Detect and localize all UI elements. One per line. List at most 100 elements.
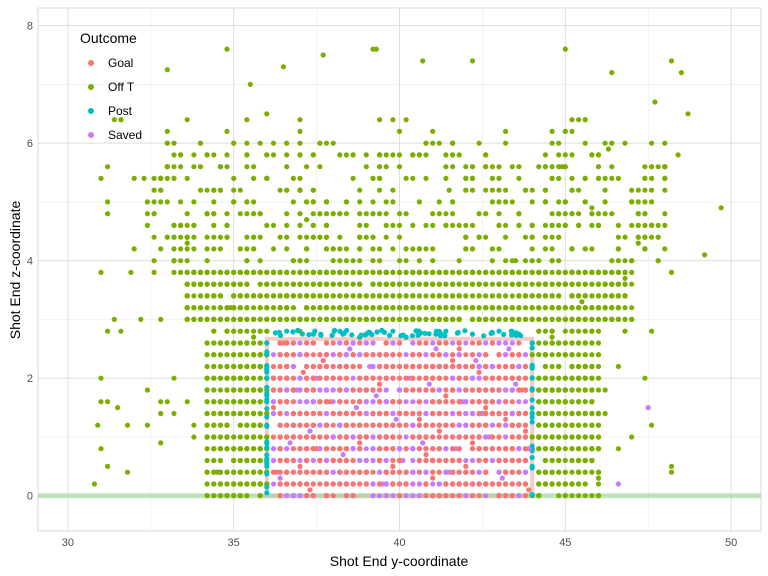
point-off-t (264, 305, 270, 311)
point-off-t (569, 363, 575, 370)
point-off-t (576, 422, 582, 428)
point-off-t (595, 305, 602, 311)
point-saved (463, 493, 469, 499)
point-goal (317, 375, 323, 381)
point-off-t (556, 387, 562, 393)
point-off-t (244, 234, 250, 240)
point-saved (317, 422, 323, 428)
point-off-t (217, 434, 223, 440)
point-off-t (443, 269, 449, 275)
point-off-t (516, 269, 522, 275)
point-off-t (450, 199, 456, 205)
point-off-t (615, 269, 622, 275)
point-off-t (556, 258, 562, 264)
point-off-t (542, 469, 549, 475)
point-off-t (589, 211, 595, 217)
point-off-t (403, 293, 409, 299)
point-off-t (337, 152, 343, 158)
point-off-t (257, 269, 263, 275)
point-off-t (164, 234, 170, 240)
point-off-t (595, 387, 602, 393)
point-off-t (184, 258, 190, 264)
point-goal (476, 422, 482, 428)
point-off-t (350, 258, 356, 264)
point-off-t (595, 211, 602, 217)
point-off-t (244, 387, 250, 393)
point-off-t (536, 352, 542, 358)
point-off-t (436, 281, 442, 287)
point-off-t (556, 481, 562, 487)
point-off-t (423, 246, 429, 252)
point-off-t (576, 446, 582, 452)
point-saved (423, 399, 429, 405)
point-off-t (589, 152, 595, 158)
point-off-t (390, 281, 396, 287)
point-off-t (642, 222, 648, 228)
point-off-t (549, 246, 555, 252)
point-off-t (602, 269, 608, 275)
point-post (516, 331, 522, 337)
point-off-t (649, 187, 655, 193)
point-off-t (171, 222, 177, 228)
point-off-t (668, 463, 675, 469)
point-goal (503, 493, 509, 499)
point-off-t (224, 363, 230, 370)
point-off-t (317, 140, 323, 146)
point-saved (363, 410, 369, 417)
point-off-t (244, 481, 250, 487)
point-off-t (443, 222, 449, 228)
point-off-t (337, 293, 343, 299)
point-off-t (649, 222, 655, 228)
point-off-t (191, 222, 197, 228)
point-off-t (383, 152, 389, 158)
point-off-t (244, 269, 250, 275)
point-off-t (297, 211, 303, 217)
point-off-t (304, 217, 310, 223)
point-post (310, 331, 316, 337)
point-saved (287, 440, 293, 446)
point-goal (310, 363, 316, 370)
point-off-t (204, 293, 210, 299)
point-off-t (284, 211, 290, 217)
point-off-t (476, 293, 482, 299)
point-off-t (662, 211, 668, 217)
point-goal (304, 446, 310, 452)
point-off-t (522, 269, 529, 275)
point-off-t (284, 187, 290, 193)
point-post (264, 349, 270, 355)
point-post (264, 459, 270, 465)
point-off-t (337, 234, 343, 240)
point-saved (516, 399, 522, 405)
point-off-t (171, 258, 177, 264)
point-goal (469, 493, 476, 499)
point-off-t (297, 187, 303, 193)
point-off-t (416, 281, 422, 287)
point-off-t (589, 434, 595, 440)
point-off-t (217, 446, 223, 452)
point-saved (270, 410, 277, 417)
point-off-t (549, 269, 555, 275)
point-off-t (357, 305, 363, 311)
point-off-t (251, 269, 257, 275)
point-post (264, 340, 270, 346)
point-off-t (662, 222, 668, 228)
point-off-t (410, 305, 416, 311)
point-off-t (642, 199, 648, 205)
point-goal (469, 434, 476, 440)
point-off-t (237, 422, 243, 428)
point-saved (370, 457, 376, 464)
point-off-t (476, 316, 482, 322)
point-goal (456, 493, 462, 499)
point-off-t (224, 469, 230, 475)
point-goal (430, 363, 436, 370)
point-off-t (237, 410, 243, 417)
point-off-t (105, 211, 111, 217)
point-off-t (562, 128, 568, 134)
point-off-t (178, 269, 184, 275)
point-goal (489, 375, 495, 381)
point-off-t (489, 246, 495, 252)
point-off-t (582, 422, 588, 428)
point-saved (522, 469, 529, 475)
point-off-t (536, 410, 542, 417)
point-off-t (224, 399, 230, 405)
